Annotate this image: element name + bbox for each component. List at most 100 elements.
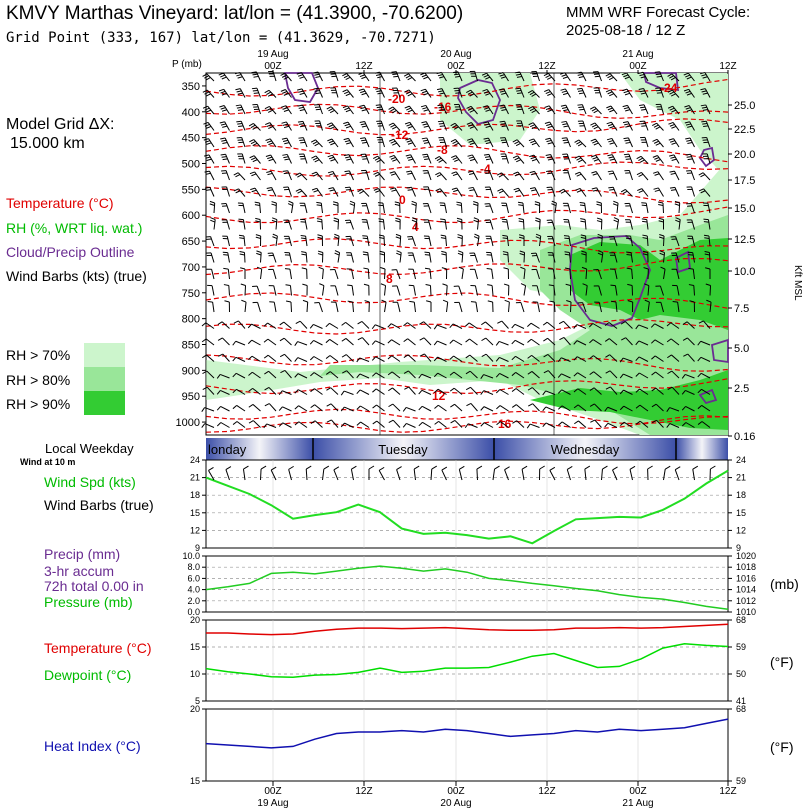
wind-barb-shaft <box>708 236 711 247</box>
wind-barb-flag <box>548 284 554 287</box>
wind-barb-shaft <box>516 420 525 428</box>
wind-barb-shaft <box>523 252 526 263</box>
wind-barb-shaft <box>567 170 571 181</box>
wind-barb <box>316 201 323 214</box>
pressure-line <box>205 565 729 610</box>
wind-barb-flag <box>682 337 688 341</box>
wind-barb-flag <box>423 76 429 80</box>
wind-barb-flag <box>557 373 562 378</box>
wind-barb-flag <box>309 324 314 329</box>
wind-barb-shaft <box>314 420 323 428</box>
wind-barb-flag <box>264 403 270 407</box>
wind-barb-flag <box>267 93 273 97</box>
wind-barb <box>473 233 480 247</box>
wind-barb-shaft <box>690 170 695 181</box>
wind-barb-flag <box>387 339 392 344</box>
wind-barb <box>484 203 494 214</box>
surface-wind-barb <box>225 466 232 481</box>
wind-barb <box>379 250 385 263</box>
wind-barb-flag <box>685 123 691 126</box>
wind-barb-flag <box>282 170 288 172</box>
wind-barb-flag <box>653 140 659 144</box>
wind-barb-flag <box>451 155 457 159</box>
wind-barb <box>660 266 666 280</box>
height-tick-label: 2.5 <box>734 383 749 395</box>
wind-barb-flag <box>315 92 321 95</box>
wind-barb <box>404 105 416 115</box>
wind-barb <box>481 72 494 82</box>
wind-barb <box>515 301 525 313</box>
wind-barb-flag <box>622 88 628 92</box>
wind-barb-flag <box>252 159 258 163</box>
wind-barb-flag <box>635 420 641 425</box>
wind-barb-shaft <box>685 422 695 428</box>
wind-barb-flag <box>239 253 245 256</box>
wind-barb-flag <box>437 74 443 77</box>
surface-barb-shaft <box>430 468 433 481</box>
wind-barb-flag <box>464 423 469 429</box>
wind-barb-flag <box>360 137 366 139</box>
wind-barb-shaft <box>236 404 246 412</box>
surface-barb-flag <box>710 465 716 470</box>
wind-barb-flag <box>232 356 237 362</box>
wind-barb-flag <box>703 125 709 127</box>
temperature-panel-left-tick-label: 5 <box>195 696 200 706</box>
wind-barb-shaft <box>322 268 324 280</box>
wind-barb-flag <box>656 75 662 78</box>
wind-barb-flag <box>360 90 366 94</box>
wind-barb <box>547 235 556 247</box>
wind-barb <box>635 340 649 346</box>
wind-barb-flag <box>206 142 212 145</box>
wind-barb-flag <box>250 187 256 191</box>
wind-barb-shaft <box>677 302 680 313</box>
wind-barb <box>659 250 666 263</box>
wind-barb-flag <box>451 171 457 174</box>
wind-barb-shaft <box>641 172 649 181</box>
dewpoint-label: Dewpoint (°C) <box>44 667 132 683</box>
temperature-panel-frame <box>205 619 729 702</box>
wind-barb-flag <box>371 372 377 377</box>
weekday-tuesday: Tuesday <box>378 442 428 457</box>
surface-wind-barb <box>709 465 716 481</box>
wind-barb <box>597 250 604 263</box>
wind-barb-shaft <box>384 285 387 296</box>
wind-barb-flag <box>436 88 443 91</box>
wind-barb <box>269 301 277 313</box>
wind-barb <box>529 187 540 197</box>
surface-wind-barb <box>305 465 312 481</box>
wind-barb <box>218 353 230 362</box>
wind-barb <box>702 202 711 214</box>
wind-barb <box>688 284 695 296</box>
wind-barb-shaft <box>329 338 339 346</box>
wind-barb-flag <box>454 159 460 162</box>
wind-barb <box>341 321 354 329</box>
wind-barb <box>268 268 277 280</box>
wind-barb <box>433 340 447 346</box>
wind-barb-shaft <box>577 356 587 362</box>
wind-barb-flag <box>472 203 479 206</box>
wind-barb-shaft <box>252 387 261 395</box>
wind-barb <box>402 422 416 428</box>
wind-barb <box>519 250 526 263</box>
wind-barb <box>247 339 261 346</box>
wind-barb-shaft <box>257 302 261 313</box>
legend-wind: Wind Barbs (kts) (true) <box>6 268 147 284</box>
wind-barb <box>280 72 292 82</box>
wind-barb <box>511 388 525 395</box>
wind-barb-flag <box>535 233 541 237</box>
wind-barb-flag <box>310 372 315 377</box>
wind-barb <box>223 284 230 296</box>
wind-barb <box>502 234 509 247</box>
wind-barb-flag <box>359 190 365 194</box>
wind-barb-shaft <box>343 390 354 395</box>
wind-barb-shaft <box>657 171 664 181</box>
wind-barb <box>683 88 695 98</box>
surface-barb-shaft <box>288 469 292 481</box>
wind-barb-flag <box>608 186 614 189</box>
wind-barb-flag <box>566 299 572 303</box>
wind-barb-shaft <box>415 202 417 214</box>
pressure-tick-label: 400 <box>182 107 200 119</box>
wind-barb-flag <box>345 93 351 97</box>
wind-barb-shaft <box>700 340 711 346</box>
wind-barb-flag <box>667 354 672 359</box>
